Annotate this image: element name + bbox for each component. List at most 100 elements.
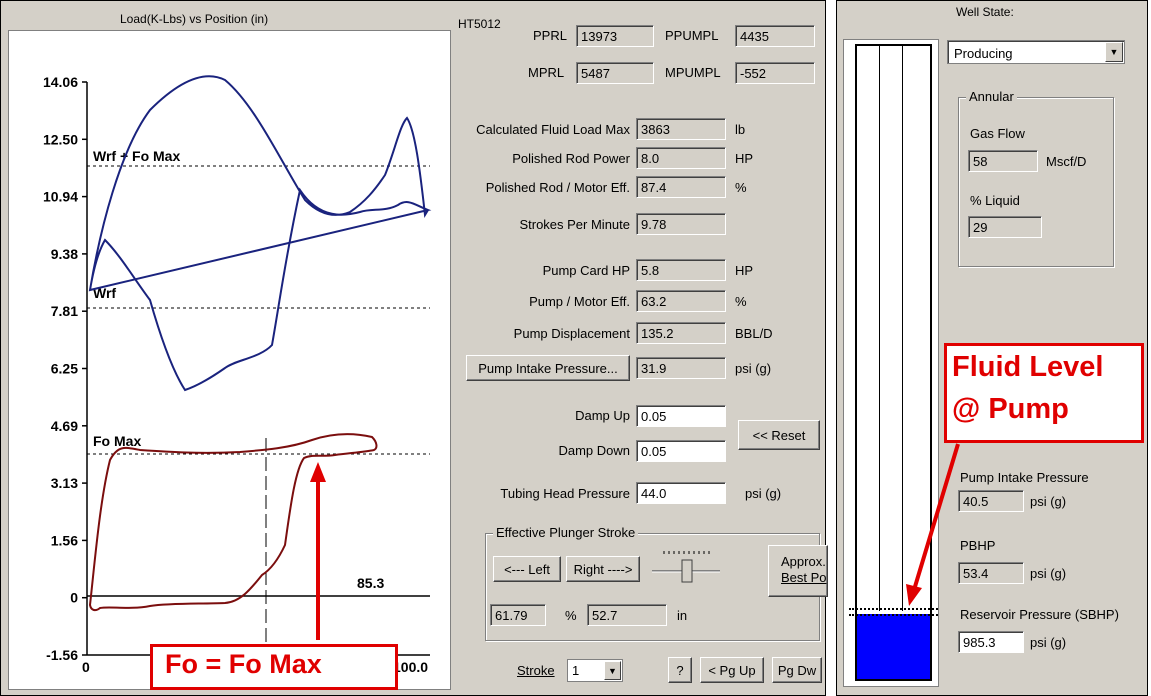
damp-down-input[interactable]: 0.05: [636, 440, 726, 462]
chart-title: Load(K-Lbs) vs Position (in): [120, 12, 269, 26]
stat-field-pump-card-hp: 5.8: [636, 259, 726, 281]
stat-field-rod-motor-eff: 87.4: [636, 176, 726, 198]
chevron-down-icon[interactable]: ▼: [604, 661, 621, 680]
mprl-field: 5487: [576, 62, 654, 84]
pump-card-curve: [88, 433, 378, 612]
stat-label-pump-displacement: Pump Displacement: [513, 326, 630, 341]
slider-thumb[interactable]: [681, 559, 693, 583]
stat-label-spm: Strokes Per Minute: [519, 217, 630, 232]
stat-unit-pump-displacement: BBL/D: [735, 326, 773, 341]
tubing-wall-left: [879, 46, 880, 611]
right-pip-field: 40.5: [958, 490, 1024, 512]
stroke-right-button[interactable]: Right ---->: [566, 556, 640, 582]
y-tick-label: -1.56: [46, 647, 78, 663]
pump-intake-pressure-unit: psi (g): [735, 361, 772, 376]
stat-label-pump-motor-eff: Pump / Motor Eff.: [529, 294, 630, 309]
stat-field-fluid-load: 3863: [636, 118, 726, 140]
stat-unit-rod-power: HP: [735, 151, 754, 166]
wrf-fo-max-label: Wrf + Fo Max: [93, 148, 180, 164]
x-tick-left: 0: [82, 659, 90, 675]
stat-field-rod-power: 8.0: [636, 147, 726, 169]
ppumpl-label: PPUMPL: [665, 28, 719, 43]
fo-max-label: Fo Max: [93, 433, 141, 449]
stat-unit-pump-motor-eff: %: [735, 294, 747, 309]
mprl-label: MPRL: [528, 65, 565, 80]
stat-unit-fluid-load: lb: [735, 122, 746, 137]
effective-plunger-stroke-title: Effective Plunger Stroke: [493, 525, 639, 540]
stroke-percent-unit: %: [565, 608, 577, 623]
liquid-field: 29: [968, 216, 1042, 238]
stroke-select[interactable]: 1 ▼: [567, 659, 623, 682]
damp-down-label: Damp Down: [558, 443, 630, 458]
stat-field-pump-displacement: 135.2: [636, 322, 726, 344]
y-tick-label: 6.25: [51, 361, 78, 377]
sbhp-input[interactable]: 985.3: [958, 631, 1024, 653]
approx-best-position-button[interactable]: Approx. Best Po: [768, 545, 828, 597]
fo-callout-box: [150, 644, 398, 690]
stroke-select-label: Stroke: [517, 663, 555, 678]
plunger-stroke-slider[interactable]: [648, 547, 728, 587]
pprl-label: PPRL: [533, 28, 567, 43]
surface-card-curve: [88, 75, 432, 392]
y-tick-label: 10.94: [43, 189, 78, 205]
wrf-label: Wrf: [93, 285, 116, 301]
liquid-label: % Liquid: [970, 193, 1020, 208]
stroke-left-button[interactable]: <--- Left: [493, 556, 561, 582]
pbhp-field: 53.4: [958, 562, 1024, 584]
stat-label-pump-card-hp: Pump Card HP: [542, 263, 630, 278]
well-state-label: Well State:: [956, 5, 1014, 19]
fluid-level-callout-line1: Fluid Level: [952, 351, 1104, 383]
page-up-button[interactable]: < Pg Up: [700, 657, 764, 683]
stat-field-spm: 9.78: [636, 213, 726, 235]
fluid-level-marker: [849, 608, 938, 616]
y-tick-label: 14.06: [43, 74, 78, 90]
dynamometer-card-chart: 14.06 12.50 10.94 9.38 7.81 6.25 4.69 3.13 1.56 0…: [43, 74, 432, 675]
stroke-inches-unit: in: [677, 608, 688, 623]
help-button[interactable]: ?: [668, 657, 692, 683]
dynamometer-chart-panel: [8, 30, 451, 690]
fluid-level-callout-line2: @ Pump: [952, 393, 1069, 425]
x-tick-right: 100.0: [393, 659, 428, 675]
stat-label-fluid-load: Calculated Fluid Load Max: [476, 122, 630, 137]
y-tick-label: 12.50: [43, 131, 78, 147]
mpumpl-field: -552: [735, 62, 815, 84]
stat-field-pump-motor-eff: 63.2: [636, 290, 726, 312]
tubing-head-pressure-input[interactable]: 44.0: [636, 482, 726, 504]
right-pip-unit: psi (g): [1030, 494, 1067, 509]
stroke-inches-field: 52.7: [587, 604, 667, 626]
well-id: HT5012: [458, 17, 501, 31]
pump-intake-pressure-button[interactable]: Pump Intake Pressure...: [466, 355, 630, 381]
y-tick-label: 9.38: [51, 246, 78, 262]
annular-group: [958, 97, 1114, 267]
right-pip-label: Pump Intake Pressure: [960, 470, 1089, 485]
stroke-percent-field: 61.79: [490, 604, 546, 626]
fluid-column: [857, 614, 930, 679]
annular-title: Annular: [966, 89, 1017, 104]
reset-button[interactable]: << Reset: [738, 420, 820, 450]
stroke-select-value: 1: [572, 663, 580, 678]
stat-label-rod-motor-eff: Polished Rod / Motor Eff.: [485, 180, 630, 195]
tubing-head-pressure-label: Tubing Head Pressure: [500, 486, 630, 501]
pump-intake-pressure-field: 31.9: [636, 357, 726, 379]
y-tick-label: 3.13: [51, 475, 78, 491]
y-tick-label: 1.56: [51, 532, 78, 548]
damp-up-label: Damp Up: [575, 408, 630, 423]
gas-flow-unit: Mscf/D: [1046, 154, 1087, 169]
well-state-select[interactable]: Producing ▼: [947, 40, 1125, 64]
tubing-wall-right: [902, 46, 903, 611]
approx-line-1: Approx.: [781, 554, 826, 569]
pbhp-label: PBHP: [960, 538, 996, 553]
stat-unit-rod-motor-eff: %: [735, 180, 747, 195]
page-down-button[interactable]: Pg Dw: [772, 657, 822, 683]
stat-unit-pump-card-hp: HP: [735, 263, 754, 278]
damp-up-input[interactable]: 0.05: [636, 405, 726, 427]
sbhp-unit: psi (g): [1030, 635, 1067, 650]
fo-callout-text: Fo = Fo Max: [165, 649, 322, 679]
gas-flow-label: Gas Flow: [970, 126, 1025, 141]
y-tick-label: 0: [70, 590, 78, 606]
chevron-down-icon[interactable]: ▼: [1105, 42, 1123, 62]
stat-label-rod-power: Polished Rod Power: [512, 151, 630, 166]
pprl-field: 13973: [576, 25, 654, 47]
fluid-level-callout-box: [944, 343, 1144, 443]
